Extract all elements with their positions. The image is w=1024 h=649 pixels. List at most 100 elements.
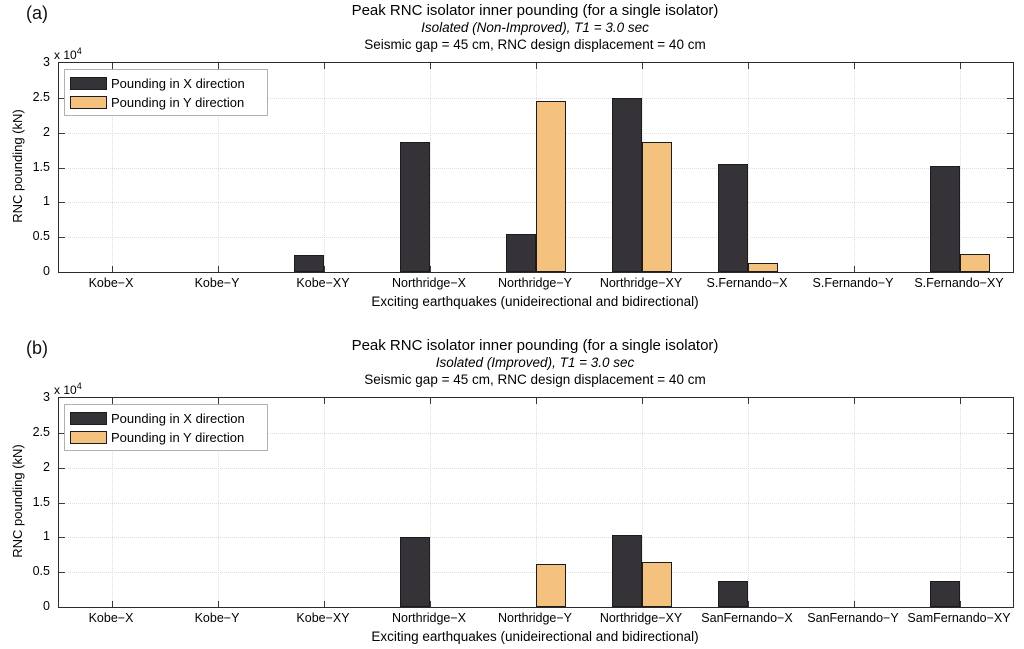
- gridline-vertical: [324, 398, 325, 607]
- x-tick-label: Kobe−XY: [296, 276, 350, 290]
- x-tick-mark-bottom: [324, 601, 325, 607]
- x-tick-mark-top: [430, 63, 431, 69]
- x-tick-mark-top: [536, 398, 537, 404]
- y-axis-multiplier: x 104: [54, 46, 82, 62]
- x-tick-mark-top: [324, 63, 325, 69]
- x-tick-label: Kobe−X: [88, 276, 134, 290]
- legend-item-x: Pounding in X direction: [70, 409, 262, 428]
- x-tick-mark-top: [748, 398, 749, 404]
- bar-x-S.Fernando−X: [718, 164, 748, 272]
- panel-label-a: (a): [26, 3, 48, 23]
- chart-title: Peak RNC isolator inner pounding (for a …: [351, 337, 719, 354]
- x-tick-mark-top: [854, 63, 855, 69]
- x-tick-mark-top: [324, 398, 325, 404]
- bar-y-S.Fernando−X: [748, 263, 778, 272]
- y-tick-label: 2: [43, 124, 50, 139]
- x-tick-label: Kobe−Y: [194, 611, 240, 625]
- x-tick-mark-bottom: [218, 601, 219, 607]
- panel-label-b: (b): [26, 338, 48, 358]
- legend-swatch-y-direction: [70, 96, 107, 109]
- gridline-vertical: [854, 63, 855, 272]
- panel-b: (b) Peak RNC isolator inner pounding (fo…: [0, 335, 1024, 649]
- gridline-vertical: [430, 63, 431, 272]
- y-tick-mark-right: [1007, 432, 1013, 434]
- x-tick-mark-bottom: [430, 266, 431, 272]
- legend-label: Pounding in X direction: [111, 76, 245, 91]
- y-tick-label: 1.5: [32, 494, 50, 509]
- gridline-vertical: [430, 398, 431, 607]
- gridline-vertical: [112, 63, 113, 272]
- y-tick-mark-left: [59, 132, 65, 134]
- legend-label: Pounding in Y direction: [111, 95, 245, 110]
- legend-item-y: Pounding in Y direction: [70, 93, 262, 112]
- y-tick-mark-right: [1007, 502, 1013, 504]
- y-tick-mark-right: [1007, 202, 1013, 204]
- chart-subtitle2: Seismic gap = 45 cm, RNC design displace…: [364, 372, 706, 387]
- x-tick-mark-top: [430, 398, 431, 404]
- gridline-vertical: [642, 398, 643, 607]
- gridline-vertical: [748, 63, 749, 272]
- x-tick-label: Northridge−Y: [498, 611, 572, 625]
- x-tick-label: SamFernando−XY: [907, 611, 1011, 625]
- legend-label: Pounding in Y direction: [111, 430, 245, 445]
- x-tick-mark-bottom: [324, 266, 325, 272]
- bar-x-Northridge−XY: [612, 535, 642, 607]
- x-tick-mark-top: [960, 398, 961, 404]
- x-tick-mark-top: [960, 63, 961, 69]
- x-tick-label: SanFernando−Y: [807, 611, 899, 625]
- x-tick-mark-top: [854, 398, 855, 404]
- x-tick-mark-bottom: [112, 601, 113, 607]
- bar-x-Northridge−X: [400, 142, 430, 272]
- y-axis-multiplier: x 104: [54, 381, 82, 397]
- bar-y-Northridge−Y: [536, 101, 566, 272]
- x-tick-label: Kobe−XY: [296, 611, 350, 625]
- y-tick-label: 3: [43, 390, 50, 404]
- legend-box: Pounding in X direction Pounding in Y di…: [64, 69, 268, 116]
- bar-x-Kobe−XY: [294, 255, 324, 272]
- gridline-vertical: [218, 63, 219, 272]
- plot-area: Pounding in X direction Pounding in Y di…: [58, 62, 1014, 273]
- bar-x-SamFernando−XY: [930, 581, 960, 607]
- y-tick-mark-left: [59, 167, 65, 169]
- x-tick-mark-bottom: [748, 601, 749, 607]
- x-tick-mark-bottom: [218, 266, 219, 272]
- gridline-vertical: [960, 398, 961, 607]
- plot-area: Pounding in X direction Pounding in Y di…: [58, 397, 1014, 608]
- y-tick-mark-right: [1007, 572, 1013, 574]
- gridline-vertical: [324, 63, 325, 272]
- bar-x-Northridge−XY: [612, 98, 642, 272]
- y-tick-label: 2.5: [32, 424, 50, 439]
- bar-x-Northridge−Y: [506, 234, 536, 272]
- x-tick-label: Northridge−Y: [498, 276, 572, 290]
- x-tick-mark-top: [218, 398, 219, 404]
- chart-subtitle: Isolated (Improved), T1 = 3.0 sec: [435, 355, 635, 370]
- x-tick-mark-bottom: [854, 601, 855, 607]
- x-tick-mark-top: [642, 63, 643, 69]
- x-axis-label: Exciting earthquakes (unideirectional an…: [371, 629, 699, 644]
- x-tick-mark-bottom: [854, 266, 855, 272]
- gridline-vertical: [218, 398, 219, 607]
- x-tick-mark-top: [112, 398, 113, 404]
- gridline-vertical: [748, 398, 749, 607]
- y-tick-label: 0: [43, 599, 50, 613]
- x-tick-label: S.Fernando−XY: [914, 276, 1004, 290]
- x-tick-mark-top: [536, 63, 537, 69]
- bar-y-Northridge−XY: [642, 142, 672, 272]
- legend-box: Pounding in X direction Pounding in Y di…: [64, 404, 268, 451]
- y-tick-mark-right: [1007, 237, 1013, 239]
- y-tick-mark-right: [1007, 132, 1013, 134]
- x-tick-label: Northridge−X: [392, 276, 466, 290]
- legend-item-x: Pounding in X direction: [70, 74, 262, 93]
- x-tick-label: S.Fernando−X: [706, 276, 788, 290]
- bar-y-Northridge−Y: [536, 564, 566, 607]
- x-tick-label: SanFernando−X: [701, 611, 793, 625]
- y-tick-mark-left: [59, 202, 65, 204]
- panel-a: (a) Peak RNC isolator inner pounding (fo…: [10, 2, 1014, 309]
- x-tick-label: Kobe−Y: [194, 276, 240, 290]
- legend-swatch-x-direction: [70, 77, 107, 90]
- y-tick-mark-left: [59, 502, 65, 504]
- bar-x-SanFernando−X: [718, 581, 748, 607]
- chart-subtitle: Isolated (Non-Improved), T1 = 3.0 sec: [421, 20, 649, 35]
- y-tick-label: 1: [43, 194, 50, 209]
- x-tick-label: S.Fernando−Y: [812, 276, 894, 290]
